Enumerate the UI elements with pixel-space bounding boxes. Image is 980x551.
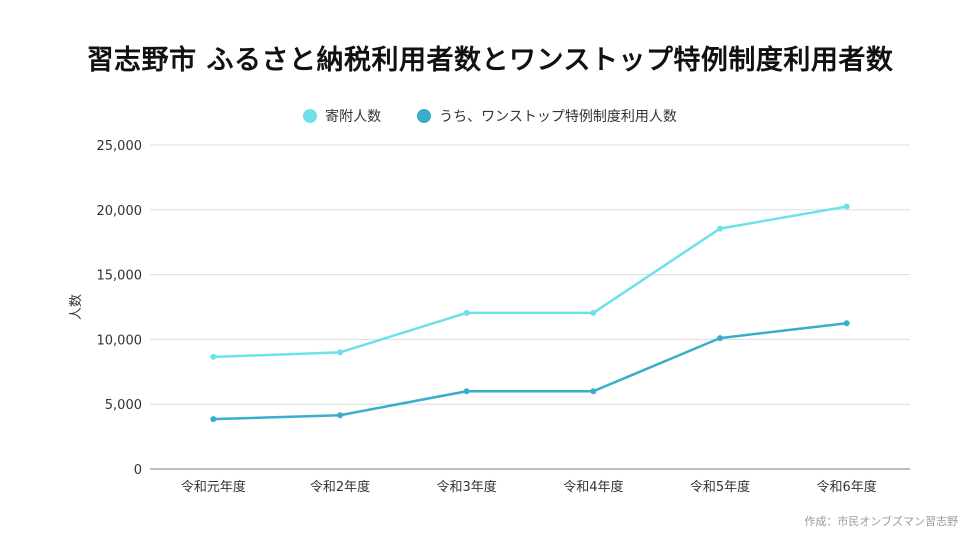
y-tick-label: 25,000 [97,139,143,154]
data-point-onestop [463,388,470,395]
data-point-onestop [590,388,597,395]
x-tick-label: 令和6年度 [817,479,877,495]
data-point-donors [463,309,470,316]
x-tick-label: 令和3年度 [437,479,497,495]
y-axis-label: 人数 [69,294,84,320]
y-tick-label: 15,000 [97,269,143,284]
legend-marker-onestop [417,109,432,123]
data-point-onestop [337,412,343,419]
y-tick-label: 10,000 [97,333,143,348]
data-point-donors [843,203,850,210]
y-tick-label: 20,000 [97,204,143,219]
y-tick-label: 0 [134,463,142,478]
data-point-donors [210,353,217,360]
x-tick-label: 令和5年度 [690,479,750,495]
legend-label-onestop: うち、ワンストップ特例制度利用人数 [439,109,677,125]
legend-item-donors: 寄附人数 [303,106,381,126]
legend: 寄附人数 うち、ワンストップ特例制度利用人数 [0,106,980,126]
data-point-onestop [843,320,850,327]
legend-label-donors: 寄附人数 [325,109,382,125]
data-point-donors [590,309,597,316]
credit-note: 作成：市民オンブズマン習志野 [804,515,958,528]
x-tick-label: 令和4年度 [563,479,623,495]
data-point-donors [717,225,723,232]
data-point-onestop [717,335,723,342]
chart-title: 習志野市 ふるさと納税利用者数とワンストップ特例制度利用者数 [86,45,894,76]
x-tick-label: 令和元年度 [181,479,246,495]
series-line-onestop [213,321,847,421]
series-line-donors [213,205,847,359]
data-point-donors [337,349,343,356]
y-tick-label: 5,000 [105,398,142,413]
legend-marker-donors [303,109,318,123]
data-point-onestop [210,416,217,423]
x-tick-label: 令和2年度 [310,479,370,495]
legend-item-onestop: うち、ワンストップ特例制度利用人数 [417,106,677,126]
